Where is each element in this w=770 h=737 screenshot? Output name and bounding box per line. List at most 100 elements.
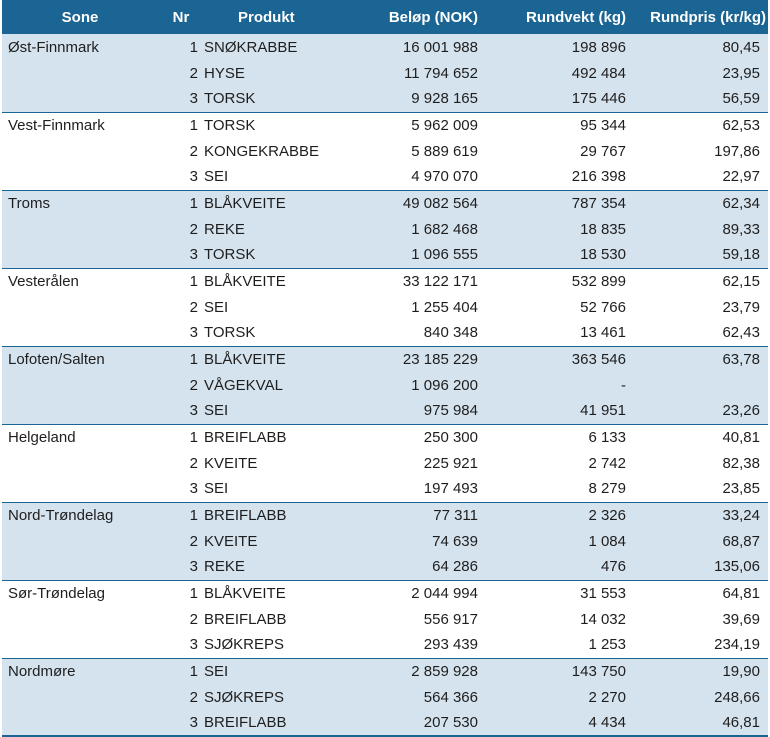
rank-cell: 2 — [189, 532, 198, 550]
product-cell: SEI — [204, 480, 229, 498]
weight-cell: 18 530 — [580, 246, 626, 264]
price-cell: 23,79 — [722, 298, 760, 316]
table-row: 3 SEI 197 493 8 279 23,85 — [2, 476, 768, 502]
product-cell: BREIFLABB — [204, 506, 287, 524]
product-cell: SEI — [204, 298, 229, 316]
header-belop[interactable]: Beløp (NOK) — [388, 8, 478, 26]
rank-cell: 3 — [189, 714, 198, 731]
zone-group: Øst-Finnmark 1 SNØKRABBE 16 001 988 198 896 8… — [2, 34, 768, 112]
zone-group: Lofoten/Salten 1 BLÅKVEITE 23 185 229 363 54… — [2, 346, 768, 424]
weight-cell: 95 344 — [580, 116, 626, 134]
product-cell: BLÅKVEITE — [204, 350, 286, 368]
rank-cell: 1 — [189, 194, 198, 212]
rank-cell: 3 — [189, 480, 198, 498]
zone-name-cell — [2, 294, 158, 320]
product-cell: TORSK — [204, 324, 256, 342]
table-row: 3 TORSK 1 096 555 18 530 59,18 — [2, 242, 768, 268]
zone-name-cell: Nordmøre — [8, 662, 76, 680]
amount-cell: 975 984 — [423, 402, 478, 420]
amount-cell: 564 366 — [423, 688, 478, 706]
price-cell: 62,34 — [722, 194, 760, 212]
table-row: 3 SEI 975 984 41 951 23,26 — [2, 398, 768, 424]
amount-cell: 11 794 652 — [404, 64, 478, 82]
price-cell: 89,33 — [722, 220, 760, 238]
price-cell: 23,95 — [722, 64, 760, 82]
price-cell: 62,43 — [722, 324, 760, 342]
weight-cell: 13 461 — [580, 324, 626, 342]
zone-group: Vest-Finnmark 1 TORSK 5 962 009 95 344 62,53 2… — [2, 112, 768, 190]
rank-cell: 1 — [189, 350, 198, 368]
price-cell: 59,18 — [722, 246, 760, 264]
table-row: 2 KVEITE 74 639 1 084 68,87 — [2, 528, 768, 554]
rank-cell: 3 — [189, 402, 198, 420]
zone-name-cell — [2, 86, 158, 112]
header-row: Sone Nr Produkt Beløp (NOK) Rundvekt (kg… — [2, 0, 768, 34]
product-cell: BREIFLABB — [204, 714, 287, 731]
header-rundpris[interactable]: Rundpris (kr/kg) — [650, 8, 766, 26]
zone-name-cell — [2, 606, 158, 632]
rank-cell: 2 — [189, 376, 198, 394]
zone-name-cell: Øst-Finnmark — [8, 38, 99, 56]
weight-cell: 363 546 — [571, 350, 626, 368]
table-row: Nord-Trøndelag 1 BREIFLABB 77 311 2 326 33,24 — [2, 502, 768, 528]
zone-name-cell — [2, 320, 158, 346]
rank-cell: 2 — [189, 298, 198, 316]
rank-cell: 3 — [189, 636, 198, 654]
weight-cell: 8 279 — [588, 480, 626, 498]
header-rundvekt[interactable]: Rundvekt (kg) — [525, 8, 626, 26]
weight-cell: 1 084 — [588, 532, 626, 550]
table-row: 2 KVEITE 225 921 2 742 82,38 — [2, 450, 768, 476]
table-row: 2 KONGEKRABBE 5 889 619 29 767 197,86 — [2, 138, 768, 164]
weight-cell: 41 951 — [580, 402, 626, 420]
amount-cell: 1 255 404 — [411, 298, 478, 316]
weight-cell: 476 — [600, 558, 626, 576]
weight-cell: 29 767 — [580, 142, 626, 160]
header-nr[interactable]: Nr — [172, 8, 190, 26]
product-cell: KVEITE — [204, 454, 258, 472]
header-sone[interactable]: Sone — [61, 8, 99, 26]
amount-cell: 840 348 — [423, 324, 478, 342]
table-row: Øst-Finnmark 1 SNØKRABBE 16 001 988 198 896 8… — [2, 34, 768, 60]
zone-name-cell — [2, 216, 158, 242]
rank-cell: 2 — [189, 454, 198, 472]
rank-cell: 3 — [189, 168, 198, 186]
amount-cell: 5 889 619 — [411, 142, 478, 160]
rank-cell: 3 — [189, 324, 198, 342]
product-cell: BREIFLABB — [204, 610, 287, 628]
product-cell: SEI — [204, 168, 229, 186]
product-cell: BLÅKVEITE — [204, 194, 286, 212]
zone-name-cell — [2, 632, 158, 658]
price-cell: 62,53 — [722, 116, 760, 134]
price-cell — [638, 372, 768, 398]
weight-cell: 2 270 — [588, 688, 626, 706]
header-produkt[interactable]: Produkt — [238, 8, 295, 26]
price-cell: 80,45 — [722, 38, 760, 56]
product-cell: REKE — [204, 220, 245, 238]
price-cell: 56,59 — [722, 90, 760, 108]
weight-cell: 787 354 — [571, 194, 626, 212]
weight-cell: 175 446 — [571, 90, 626, 108]
zone-name-cell: Sør-Trøndelag — [8, 584, 105, 602]
rank-cell: 1 — [189, 584, 198, 602]
zone-name-cell: Vesterålen — [8, 272, 79, 290]
table-row: Vest-Finnmark 1 TORSK 5 962 009 95 344 62,53 — [2, 112, 768, 138]
weight-cell: 14 032 — [580, 610, 626, 628]
zone-group: Sør-Trøndelag 1 BLÅKVEITE 2 044 994 31 553 64… — [2, 580, 768, 658]
price-cell: 68,87 — [722, 532, 760, 550]
zone-name-cell: Nord-Trøndelag — [8, 506, 114, 524]
weight-cell: 532 899 — [571, 272, 626, 290]
weight-cell: 1 253 — [588, 636, 626, 654]
amount-cell: 4 970 070 — [411, 168, 478, 186]
weight-cell: 18 835 — [580, 220, 626, 238]
product-cell: VÅGEKVAL — [204, 376, 283, 394]
amount-cell: 1 682 468 — [411, 220, 478, 238]
weight-cell: 198 896 — [571, 38, 626, 56]
zone-name-cell: Helgeland — [8, 428, 76, 446]
table-row: Troms 1 BLÅKVEITE 49 082 564 787 354 62,34 — [2, 190, 768, 216]
amount-cell: 5 962 009 — [411, 116, 478, 134]
table-row: 3 SJØKREPS 293 439 1 253 234,19 — [2, 632, 768, 658]
table-row: 3 SEI 4 970 070 216 398 22,97 — [2, 164, 768, 190]
price-cell: 135,06 — [714, 558, 760, 576]
